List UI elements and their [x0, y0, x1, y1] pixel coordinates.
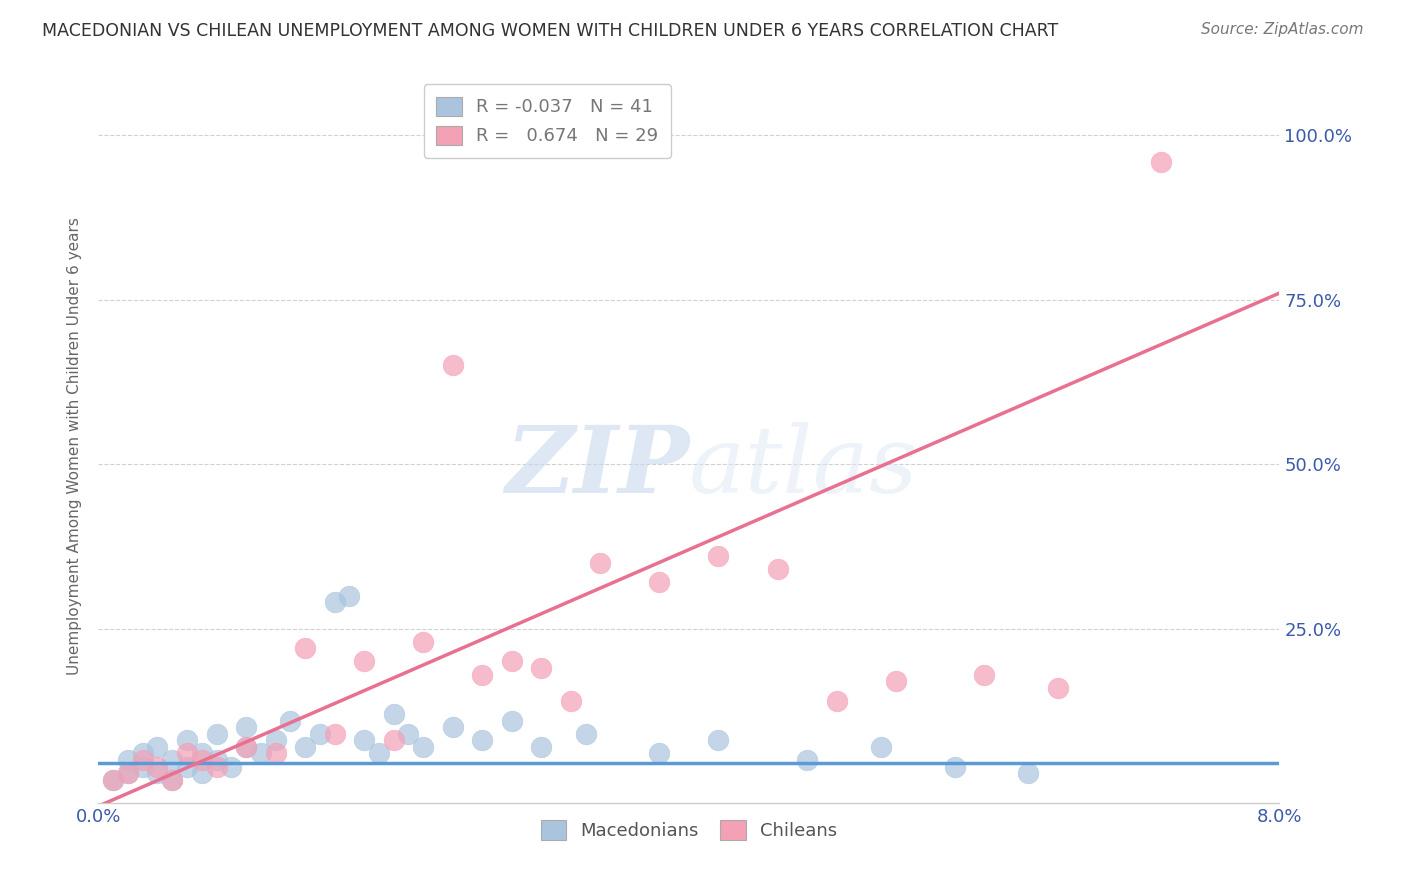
Point [235, 739, 257, 754]
Point [117, 753, 139, 767]
Point [132, 747, 155, 761]
Point [530, 739, 553, 754]
Point [530, 661, 553, 675]
Point [132, 759, 155, 773]
Point [368, 747, 391, 761]
Point [205, 727, 228, 741]
Point [264, 747, 287, 761]
Point [382, 733, 405, 747]
Point [766, 562, 789, 576]
Point [501, 654, 523, 668]
Point [353, 654, 375, 668]
Point [221, 759, 243, 773]
Point [353, 733, 375, 747]
Point [309, 727, 332, 741]
Point [162, 772, 183, 787]
Text: ZIP: ZIP [505, 423, 689, 512]
Point [205, 759, 228, 773]
Point [398, 727, 420, 741]
Point [235, 739, 257, 754]
Legend: Macedonians, Chileans: Macedonians, Chileans [533, 813, 845, 847]
Point [382, 706, 405, 721]
Point [191, 753, 214, 767]
Point [339, 589, 361, 603]
Point [250, 747, 273, 761]
Point [501, 714, 523, 728]
Point [412, 739, 434, 754]
Point [973, 667, 995, 681]
Point [280, 714, 302, 728]
Point [441, 720, 464, 734]
Y-axis label: Unemployment Among Women with Children Under 6 years: Unemployment Among Women with Children U… [67, 217, 83, 675]
Point [648, 575, 671, 590]
Point [825, 694, 848, 708]
Point [1150, 154, 1173, 169]
Point [707, 549, 730, 564]
Point [323, 727, 346, 741]
Point [441, 359, 464, 373]
Point [176, 747, 198, 761]
Point [294, 739, 316, 754]
Text: MACEDONIAN VS CHILEAN UNEMPLOYMENT AMONG WOMEN WITH CHILDREN UNDER 6 YEARS CORRE: MACEDONIAN VS CHILEAN UNEMPLOYMENT AMONG… [42, 22, 1059, 40]
Point [648, 747, 671, 761]
Point [162, 772, 183, 787]
Point [1046, 681, 1070, 695]
Point [870, 739, 893, 754]
Point [132, 753, 155, 767]
Point [796, 753, 818, 767]
Point [176, 733, 198, 747]
Point [191, 747, 214, 761]
Point [235, 720, 257, 734]
Point [146, 766, 169, 780]
Point [191, 766, 214, 780]
Point [943, 759, 966, 773]
Point [884, 674, 907, 689]
Point [471, 667, 494, 681]
Text: atlas: atlas [689, 423, 918, 512]
Point [264, 733, 287, 747]
Point [146, 759, 169, 773]
Point [589, 556, 612, 570]
Point [1018, 766, 1040, 780]
Point [162, 753, 183, 767]
Point [176, 759, 198, 773]
Point [294, 641, 316, 656]
Point [575, 727, 598, 741]
Text: Source: ZipAtlas.com: Source: ZipAtlas.com [1201, 22, 1364, 37]
Point [117, 766, 139, 780]
Point [323, 595, 346, 609]
Point [707, 733, 730, 747]
Point [205, 753, 228, 767]
Point [103, 772, 125, 787]
Point [560, 694, 582, 708]
Point [103, 772, 125, 787]
Point [117, 766, 139, 780]
Point [471, 733, 494, 747]
Point [146, 739, 169, 754]
Point [412, 634, 434, 648]
